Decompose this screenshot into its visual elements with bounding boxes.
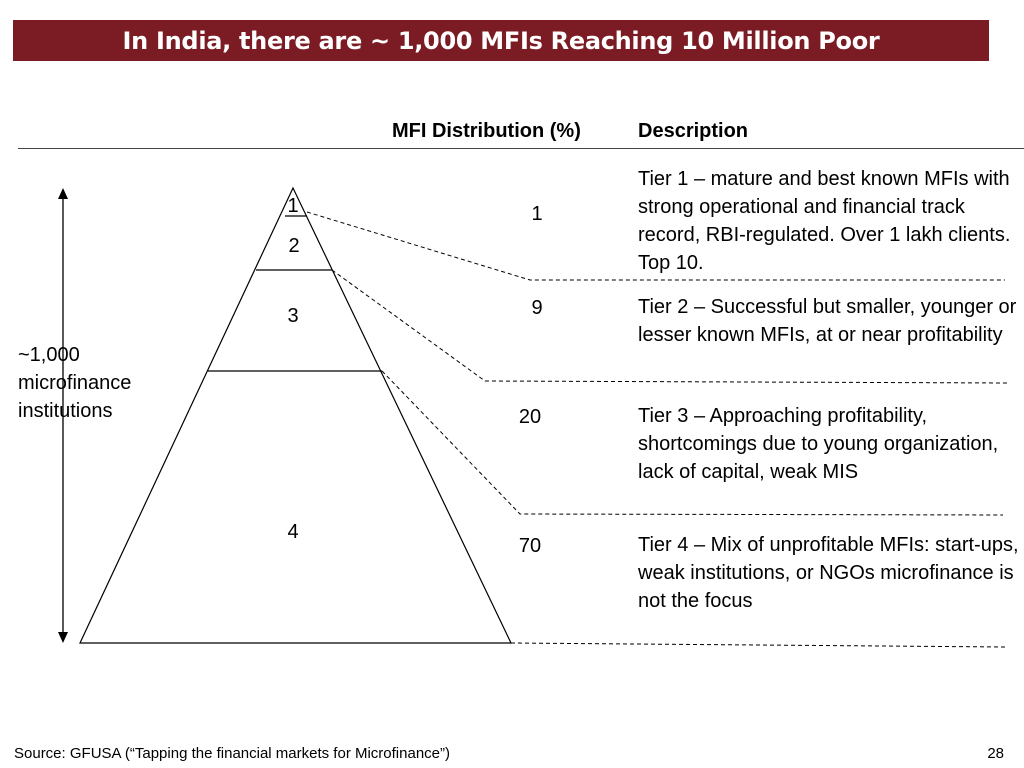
pyramid-tier-label: 2 <box>288 235 299 257</box>
tier-2-description: Tier 2 – Successful but smaller, younger… <box>638 296 1017 346</box>
tier-3-description: Tier 3 – Approaching profitability, shor… <box>638 405 999 483</box>
arrow-head-up <box>58 188 68 199</box>
tier-1-percent: 1 <box>531 203 543 225</box>
pyramid-outline <box>79 186 512 644</box>
pyramid-tier-label: 1 <box>287 195 298 217</box>
total-institutions-label: ~1,000 microfinance institutions <box>18 344 132 422</box>
tier-3-percent: 20 <box>518 406 542 428</box>
source-note: Source: GFUSA (“Tapping the financial ma… <box>14 745 451 762</box>
tier-1-description: Tier 1 – mature and best known MFIs with… <box>638 168 1011 274</box>
pyramid-tier-label: 3 <box>287 305 298 327</box>
tier-4-description: Tier 4 – Mix of unprofitable MFIs: start… <box>638 534 1019 612</box>
tier-4-percent: 70 <box>518 535 542 557</box>
connector-tier-4 <box>510 642 1006 648</box>
tier-2-percent: 9 <box>531 297 543 319</box>
page-number: 28 <box>987 745 1004 762</box>
page-title: In India, there are ~ 1,000 MFIs Reachin… <box>122 26 880 55</box>
description-column-header: Description <box>638 120 749 142</box>
arrow-head-down <box>58 632 68 643</box>
title-bar: In India, there are ~ 1,000 MFIs Reachin… <box>13 20 989 61</box>
header-divider <box>18 148 1024 149</box>
pyramid-tier-label: 4 <box>287 521 298 543</box>
distribution-column-header: MFI Distribution (%) <box>392 120 581 142</box>
connector-tier-2 <box>331 269 1009 384</box>
connector-tier-3 <box>381 370 1004 516</box>
connector-tier-1 <box>306 211 1005 281</box>
